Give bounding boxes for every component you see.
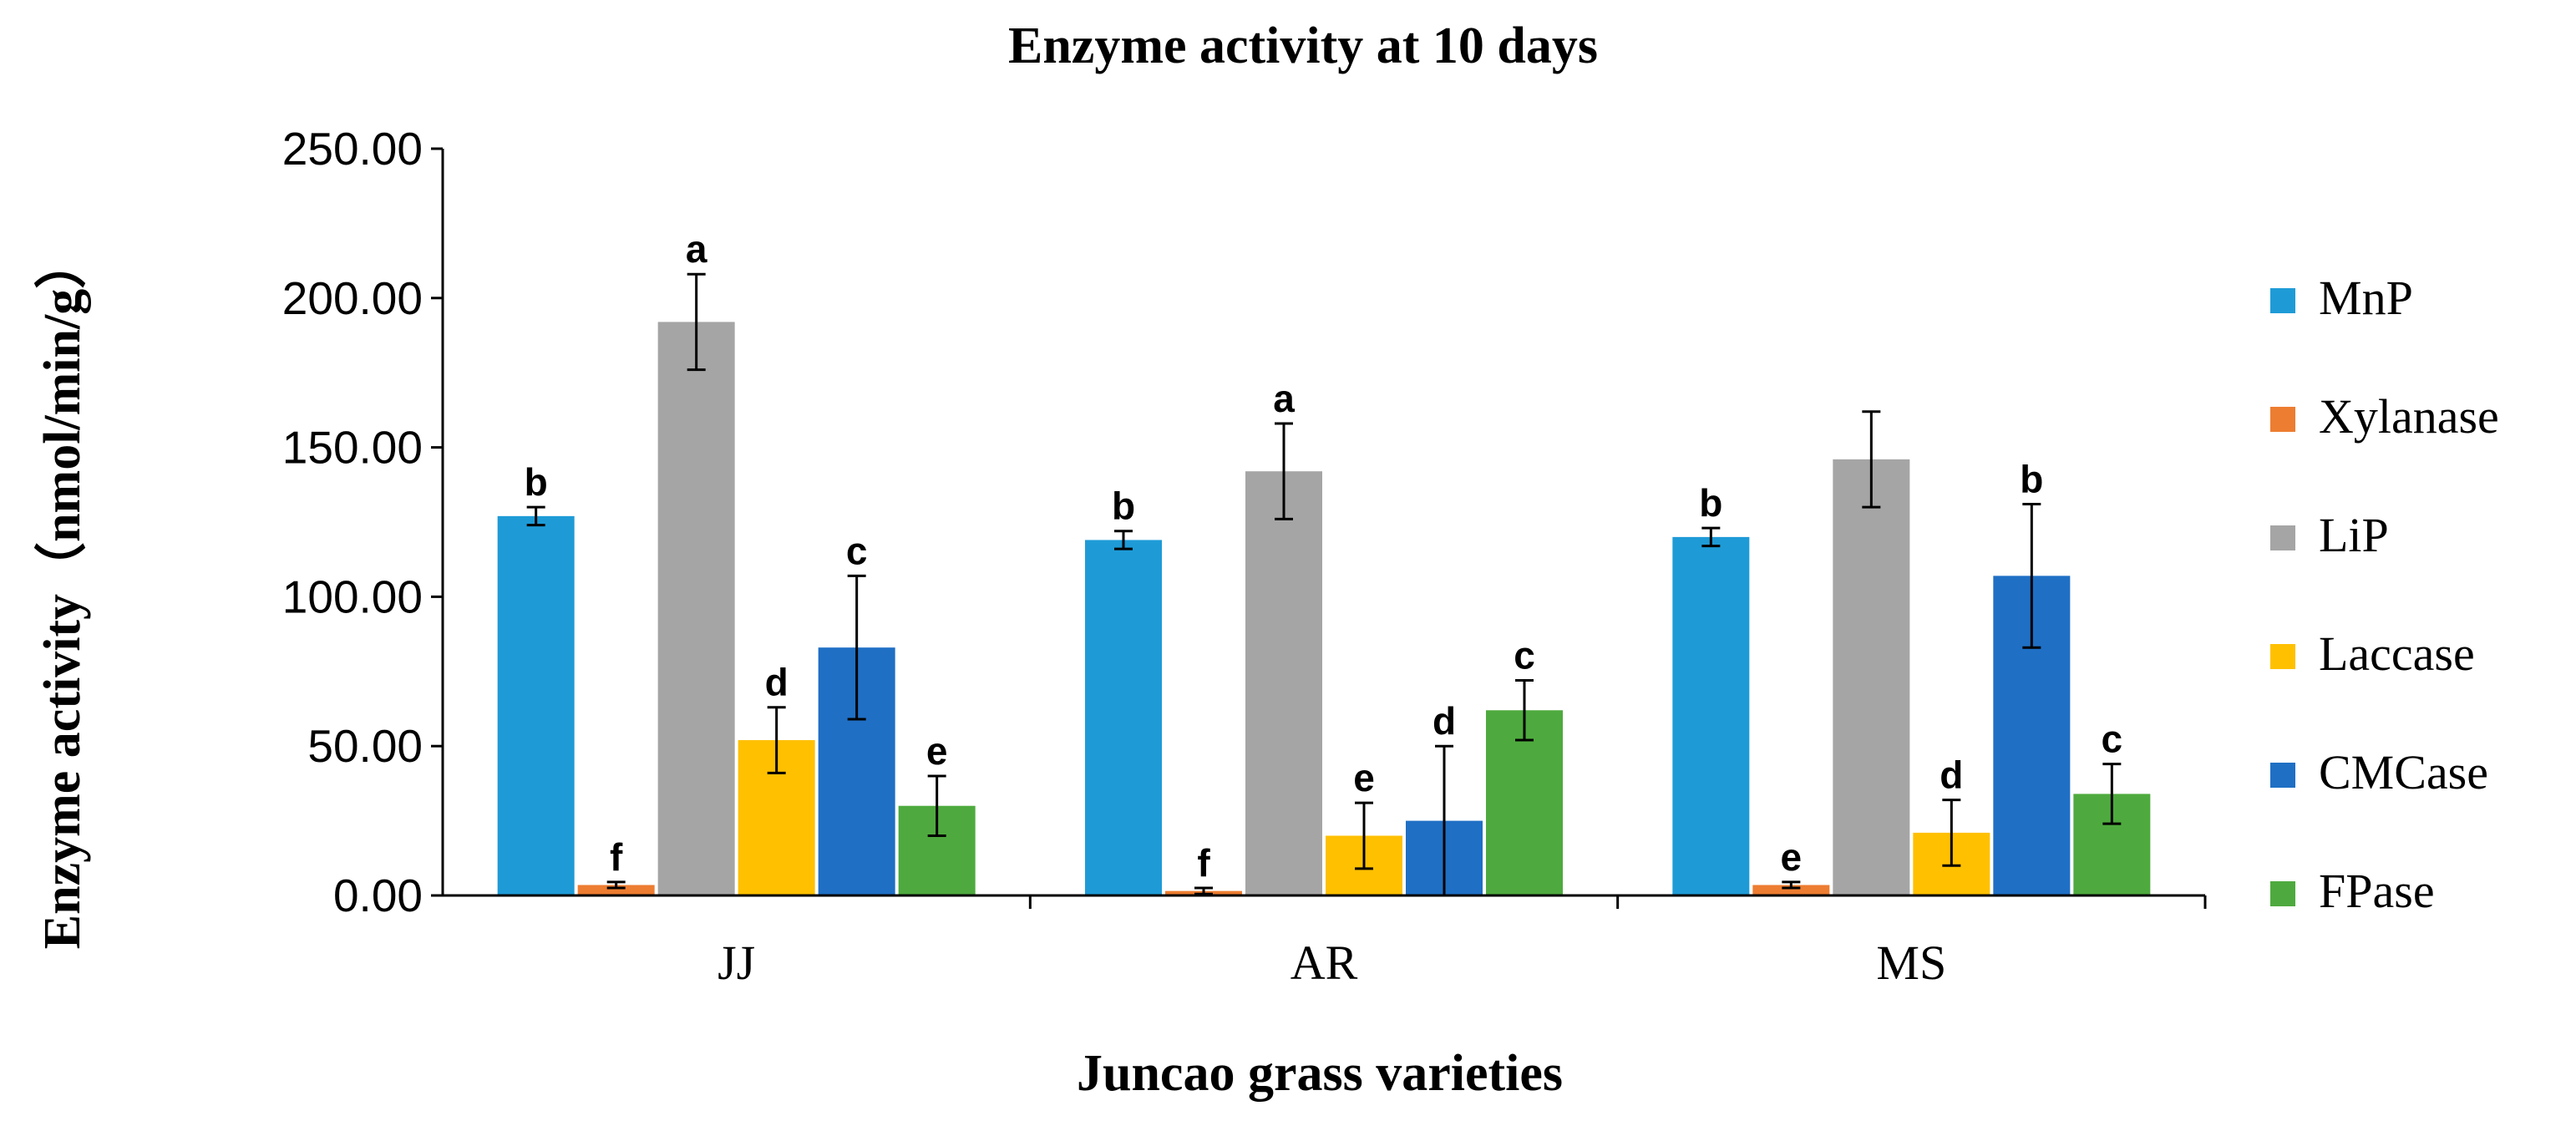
plot-area: 0.00 50.00 100.00 150.00 200.00 250.00 JJ b f a d c… bbox=[282, 123, 2207, 990]
legend-label-lip: LiP bbox=[2319, 508, 2389, 562]
bar-xylanase-ms bbox=[1752, 885, 1830, 895]
legend-swatch-mnp bbox=[2270, 288, 2295, 313]
significance-letter: e bbox=[926, 729, 948, 773]
legend: MnP Xylanase LiP Laccase CMCase FPase bbox=[2270, 271, 2499, 918]
legend-label-cmcase: CMCase bbox=[2319, 745, 2488, 799]
chart-title: Enzyme activity at 10 days bbox=[1008, 18, 1598, 74]
x-category-label: AR bbox=[1291, 936, 1358, 990]
significance-letter: b bbox=[525, 460, 548, 504]
legend-swatch-laccase bbox=[2270, 644, 2295, 669]
legend-label-xylanase: Xylanase bbox=[2319, 389, 2499, 444]
significance-letter: f bbox=[610, 835, 623, 879]
significance-letter: a bbox=[1273, 377, 1295, 420]
y-tick-label: 100.00 bbox=[282, 571, 423, 622]
significance-letter: c bbox=[1514, 634, 1535, 677]
significance-letter: f bbox=[1197, 841, 1210, 885]
significance-letter: c bbox=[846, 529, 868, 572]
significance-letter: e bbox=[1781, 835, 1803, 879]
legend-swatch-fpase bbox=[2270, 881, 2295, 906]
significance-letter: c bbox=[2102, 718, 2123, 761]
significance-letter: d bbox=[765, 661, 789, 704]
y-tick-label: 50.00 bbox=[307, 720, 423, 772]
legend-swatch-lip bbox=[2270, 525, 2295, 550]
y-tick-label: 150.00 bbox=[282, 422, 423, 474]
legend-label-fpase: FPase bbox=[2319, 864, 2435, 918]
y-tick-label: 200.00 bbox=[282, 272, 423, 324]
bar-lip-ar bbox=[1245, 471, 1322, 895]
bar-mnp-ms bbox=[1672, 536, 1750, 895]
significance-letter: d bbox=[1433, 699, 1456, 743]
x-axis-title: Juncao grass varieties bbox=[1077, 1045, 1563, 1102]
significance-letter: b bbox=[1112, 484, 1135, 528]
significance-letter: b bbox=[1699, 481, 1722, 525]
legend-swatch-cmcase bbox=[2270, 763, 2295, 788]
bar-xylanase-jj bbox=[577, 885, 655, 895]
significance-letter: e bbox=[1353, 756, 1375, 799]
legend-label-laccase: Laccase bbox=[2319, 626, 2475, 681]
x-category-label: JJ bbox=[718, 936, 755, 990]
y-axis-title: Enzyme activity（nmol/min/g） bbox=[33, 237, 91, 949]
bar-lip-ms bbox=[1833, 459, 1910, 895]
significance-letter: a bbox=[686, 227, 707, 271]
y-tick-label: 0.00 bbox=[333, 870, 423, 921]
x-category-label: MS bbox=[1876, 936, 1946, 990]
significance-letter: d bbox=[1940, 753, 1963, 797]
significance-letter: b bbox=[2020, 458, 2043, 501]
legend-label-mnp: MnP bbox=[2319, 271, 2413, 325]
y-tick-label: 250.00 bbox=[282, 123, 423, 175]
bar-lip-jj bbox=[657, 322, 735, 896]
bar-mnp-jj bbox=[497, 515, 575, 895]
bar-mnp-ar bbox=[1085, 540, 1162, 895]
legend-swatch-xylanase bbox=[2270, 407, 2295, 432]
